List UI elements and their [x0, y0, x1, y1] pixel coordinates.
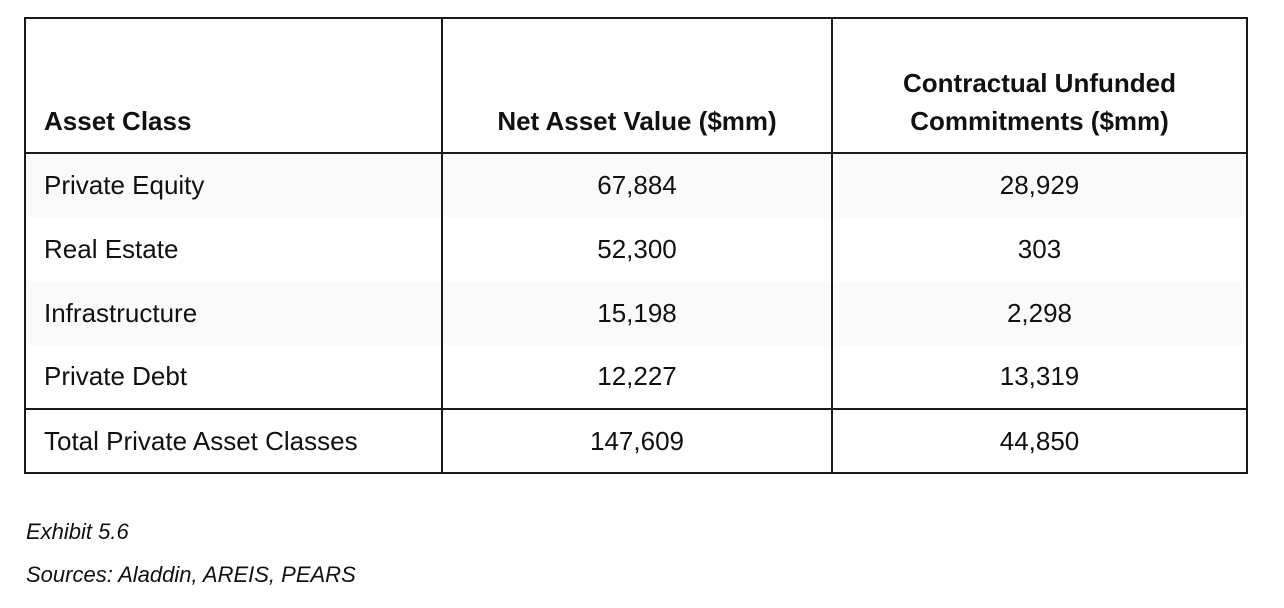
cell-unfunded-commitments: 28,929	[831, 153, 1246, 217]
table-row: Infrastructure 15,198 2,298	[26, 281, 1246, 345]
cell-net-asset-value: 15,198	[441, 281, 832, 345]
table-total-row: Total Private Asset Classes 147,609 44,8…	[26, 409, 1246, 472]
total-asset-class: Total Private Asset Classes	[44, 425, 358, 456]
header-unfunded-line2: Commitments ($mm)	[910, 106, 1169, 136]
table-row: Private Equity 67,884 28,929	[26, 153, 1246, 217]
cell-net-asset-value: 12,227	[441, 345, 832, 409]
asset-class-table-container: Asset Class Net Asset Value ($mm) Contra…	[24, 17, 1248, 474]
table-row: Real Estate 52,300 303	[26, 217, 1246, 281]
cell-asset-class: Infrastructure	[26, 281, 442, 345]
header-unfunded-line1: Contractual Unfunded	[903, 68, 1176, 98]
cell-asset-class: Real Estate	[44, 233, 179, 264]
total-net-asset-value: 147,609	[441, 409, 832, 472]
cell-net-asset-value: 52,300	[441, 217, 832, 281]
header-asset-class: Asset Class	[44, 106, 192, 136]
total-unfunded-commitments: 44,850	[831, 409, 1246, 472]
cell-unfunded-commitments: 2,298	[831, 281, 1246, 345]
cell-unfunded-commitments: 303	[831, 217, 1246, 281]
sources-caption: Sources: Aladdin, AREIS, PEARS	[26, 562, 356, 587]
header-net-asset-value: Net Asset Value ($mm)	[441, 19, 832, 153]
asset-class-table: Asset Class Net Asset Value ($mm) Contra…	[26, 19, 1246, 472]
exhibit-caption: Exhibit 5.6	[26, 519, 129, 544]
cell-asset-class: Private Equity	[26, 153, 442, 217]
header-unfunded-commitments: Contractual Unfunded Commitments ($mm)	[831, 19, 1246, 153]
table-row: Private Debt 12,227 13,319	[26, 345, 1246, 409]
cell-unfunded-commitments: 13,319	[831, 345, 1246, 409]
cell-net-asset-value: 67,884	[441, 153, 832, 217]
cell-asset-class: Private Debt	[44, 361, 188, 391]
table-header-row: Asset Class Net Asset Value ($mm) Contra…	[26, 19, 1246, 153]
